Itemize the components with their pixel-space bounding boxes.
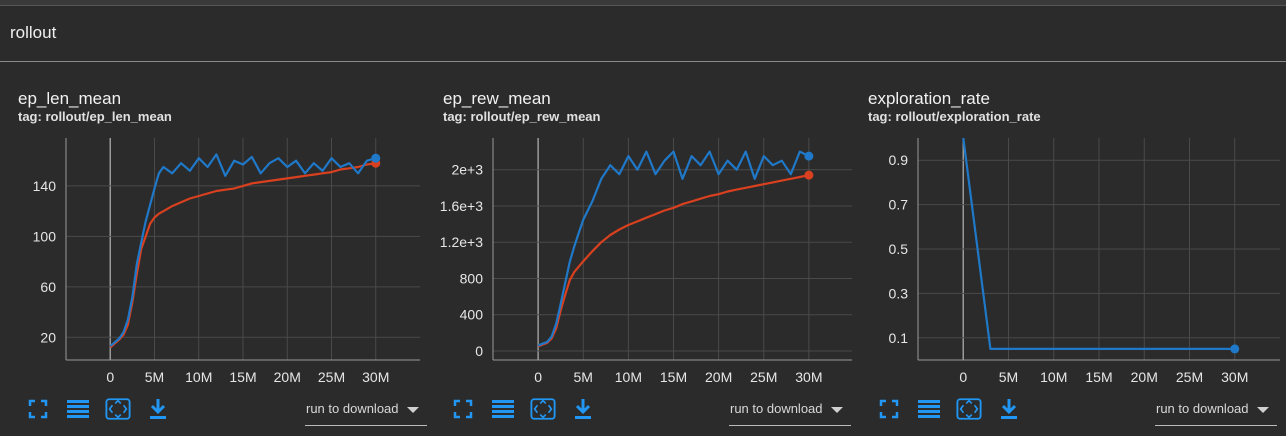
chevron-down-icon (407, 407, 419, 413)
fit-domain-icon[interactable] (530, 396, 556, 422)
card-tag: tag: rollout/ep_len_mean (18, 109, 172, 124)
series-endpoint (371, 153, 381, 163)
y-tick-label: 0.9 (889, 152, 909, 168)
card-title: ep_rew_mean (443, 89, 551, 108)
fullscreen-icon[interactable] (450, 396, 476, 422)
y-tick-label: 0.5 (889, 241, 909, 257)
card-title: ep_len_mean (18, 89, 122, 108)
section-header[interactable]: rollout (0, 6, 1286, 62)
y-tick-label: 400 (460, 307, 484, 323)
fullscreen-icon[interactable] (876, 396, 902, 422)
x-tick-label: 10M (1040, 369, 1067, 385)
y-tick-label: 20 (40, 329, 56, 345)
list-icon[interactable] (916, 396, 942, 422)
fit-domain-icon[interactable] (105, 396, 131, 422)
x-tick-label: 0 (106, 369, 114, 385)
run-select-label: run to download (306, 401, 399, 416)
x-tick-label: 0 (959, 369, 967, 385)
card-title: exploration_rate (868, 89, 990, 108)
chart-card-ep-len-mean: ep_len_mean tag: rollout/ep_len_mean 0 5M… (0, 62, 427, 436)
card-toolbar: run to download (0, 392, 427, 436)
x-tick-label: 20M (1131, 369, 1158, 385)
series-endpoint (804, 151, 814, 161)
fullscreen-icon[interactable] (25, 396, 51, 422)
series-line (962, 137, 1235, 350)
x-tick-label: 15M (229, 369, 256, 385)
series-endpoint (804, 170, 814, 180)
section-title: rollout (10, 23, 57, 42)
y-tick-label: 0.7 (889, 197, 909, 213)
x-tick-label: 25M (750, 369, 777, 385)
download-icon[interactable] (570, 396, 596, 422)
top-bar (0, 0, 1286, 6)
x-tick-label: 15M (1085, 369, 1112, 385)
x-tick-label: 10M (185, 369, 212, 385)
series-endpoint (1230, 344, 1240, 354)
series-line (537, 150, 810, 347)
x-tick-label: 0 (534, 369, 542, 385)
run-to-download-select[interactable]: run to download (729, 395, 851, 426)
x-tick-label: 15M (660, 369, 687, 385)
chevron-down-icon (1257, 407, 1269, 413)
download-icon[interactable] (996, 396, 1022, 422)
series-line (109, 153, 377, 347)
list-icon[interactable] (490, 396, 516, 422)
x-tick-label: 30M (362, 369, 389, 385)
card-tag: tag: rollout/exploration_rate (868, 109, 1041, 124)
y-tick-label: 140 (33, 178, 57, 194)
run-select-label: run to download (1156, 401, 1249, 416)
y-tick-label: 100 (33, 228, 57, 244)
y-tick-label: 800 (460, 270, 484, 286)
list-icon[interactable] (65, 396, 91, 422)
y-tick-label: 2e+3 (451, 162, 483, 178)
x-tick-label: 25M (318, 369, 345, 385)
y-tick-label: 1.2e+3 (440, 234, 483, 250)
x-tick-label: 30M (795, 369, 822, 385)
x-tick-label: 10M (615, 369, 642, 385)
y-tick-label: 0.1 (889, 330, 909, 346)
series-line (109, 162, 376, 349)
chart-exploration-rate[interactable]: 0 5M 10M 15M 20M 25M 30M 0.1 0.3 0.5 0.7 0.9 (852, 132, 1284, 392)
y-tick-label: 1.6e+3 (440, 198, 483, 214)
y-tick-label: 0 (475, 343, 483, 359)
series-line (537, 174, 810, 348)
card-tag: tag: rollout/ep_rew_mean (443, 109, 601, 124)
fit-domain-icon[interactable] (956, 396, 982, 422)
run-to-download-select[interactable]: run to download (1155, 395, 1277, 426)
y-tick-label: 0.3 (889, 285, 909, 301)
card-toolbar: run to download (852, 392, 1277, 436)
run-select-label: run to download (730, 401, 823, 416)
x-tick-label: 20M (274, 369, 301, 385)
card-toolbar: run to download (427, 392, 852, 436)
chart-ep-rew-mean[interactable]: 0 5M 10M 15M 20M 25M 30M 0 400 800 1.2e+3 1.6e+3 2e+… (427, 132, 852, 392)
x-tick-label: 5M (574, 369, 593, 385)
chart-ep-len-mean[interactable]: 0 5M 10M 15M 20M 25M 30M 20 60 100 140 (0, 132, 425, 392)
chart-card-ep-rew-mean: ep_rew_mean tag: rollout/ep_rew_mean 0 5M… (427, 62, 852, 436)
chart-card-exploration-rate: exploration_rate tag: rollout/exploratio… (852, 62, 1280, 436)
download-icon[interactable] (145, 396, 171, 422)
y-tick-label: 60 (40, 279, 56, 295)
x-tick-label: 20M (705, 369, 732, 385)
x-tick-label: 5M (999, 369, 1018, 385)
x-tick-label: 25M (1176, 369, 1203, 385)
x-tick-label: 5M (145, 369, 164, 385)
chevron-down-icon (831, 407, 843, 413)
run-to-download-select[interactable]: run to download (305, 395, 427, 426)
x-tick-label: 30M (1221, 369, 1248, 385)
